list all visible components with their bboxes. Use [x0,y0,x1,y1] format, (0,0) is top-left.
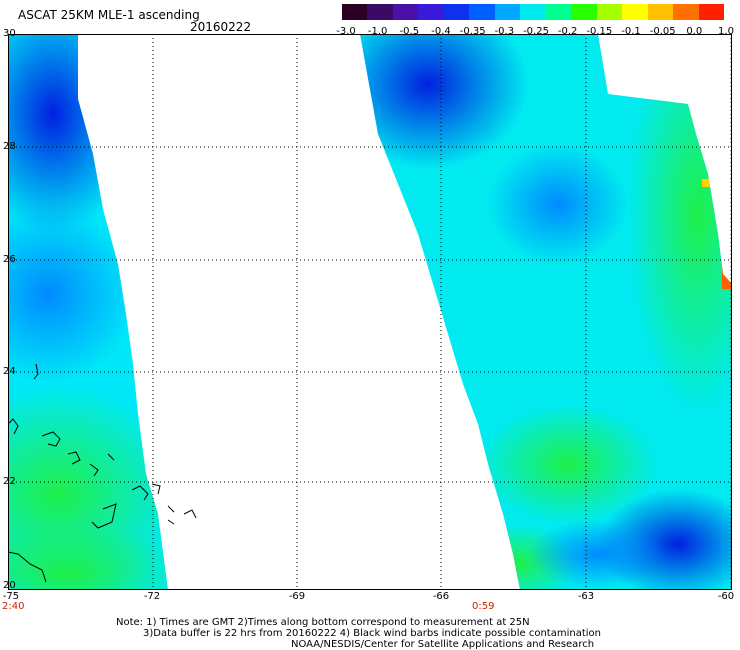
color-scale-segment [469,4,495,20]
color-scale-segment [342,4,368,20]
color-scale-bar [342,4,725,20]
lon-label--69: -69 [288,591,306,602]
color-scale-segment [698,4,725,20]
color-scale-segment [392,4,419,20]
color-scale-label: 1.0 [718,26,734,37]
color-scale-label: -0.1 [621,26,641,37]
color-scale-labels: -3.0 -1.0 -0.5 -0.4 -0.35 -0.3 -0.25 -0.2 -0.15-… [330,26,740,38]
lon-label--66: -66 [432,591,450,602]
product-title: ASCAT 25KM MLE-1 ascending [18,8,200,22]
color-scale-label: -0.05 [649,26,676,37]
swath-time-left: 2:40 [2,601,25,612]
color-scale-label: -0.15 [586,26,613,37]
color-scale-label: -0.2 [557,26,578,37]
swath-time-right: 0:59 [472,601,495,612]
color-scale-segment [494,4,521,20]
coastlines [8,363,197,583]
color-scale-label: -0.5 [399,26,420,37]
color-scale-segment [622,4,648,20]
color-scale-segment [418,4,444,20]
color-scale-segment [545,4,572,20]
color-scale-label: 0.0 [686,26,703,37]
color-scale-segment [673,4,699,20]
lat-label-22: 22 [3,476,16,487]
color-scale-label: -1.0 [367,26,388,37]
map-plot [8,34,732,590]
color-scale-label: -0.35 [459,26,486,37]
color-scale-segment [596,4,623,20]
lat-label-24: 24 [3,366,16,377]
color-scale-label: -0.25 [523,26,549,37]
lon-label--63: -63 [577,591,595,602]
lat-label-30: 30 [3,28,16,39]
lon-label--72: -72 [143,591,161,602]
lat-label-26: 26 [3,254,16,265]
footer-credit: NOAA/NESDIS/Center for Satellite Applica… [291,639,595,650]
color-scale-label: -3.0 [336,26,356,37]
color-scale-segment [367,4,393,20]
product-date: 20160222 [190,20,252,34]
lon-label--60: -60 [717,591,735,602]
lat-label-20: 20 [3,580,16,591]
lat-label-28: 28 [3,141,16,152]
color-scale-label: -0.4 [431,26,451,37]
color-scale-segment [443,4,470,20]
footer-note-line2: 3)Data buffer is 22 hrs from 20160222 4)… [143,628,601,639]
color-scale-segment [520,4,546,20]
color-scale-segment [647,4,674,20]
color-scale-label: -0.3 [494,26,515,37]
lon-label--75: -75 [2,591,20,602]
right-swath [360,34,732,590]
footer-note-line1: Note: 1) Times are GMT 2)Times along bot… [116,617,530,628]
color-scale-segment [571,4,597,20]
